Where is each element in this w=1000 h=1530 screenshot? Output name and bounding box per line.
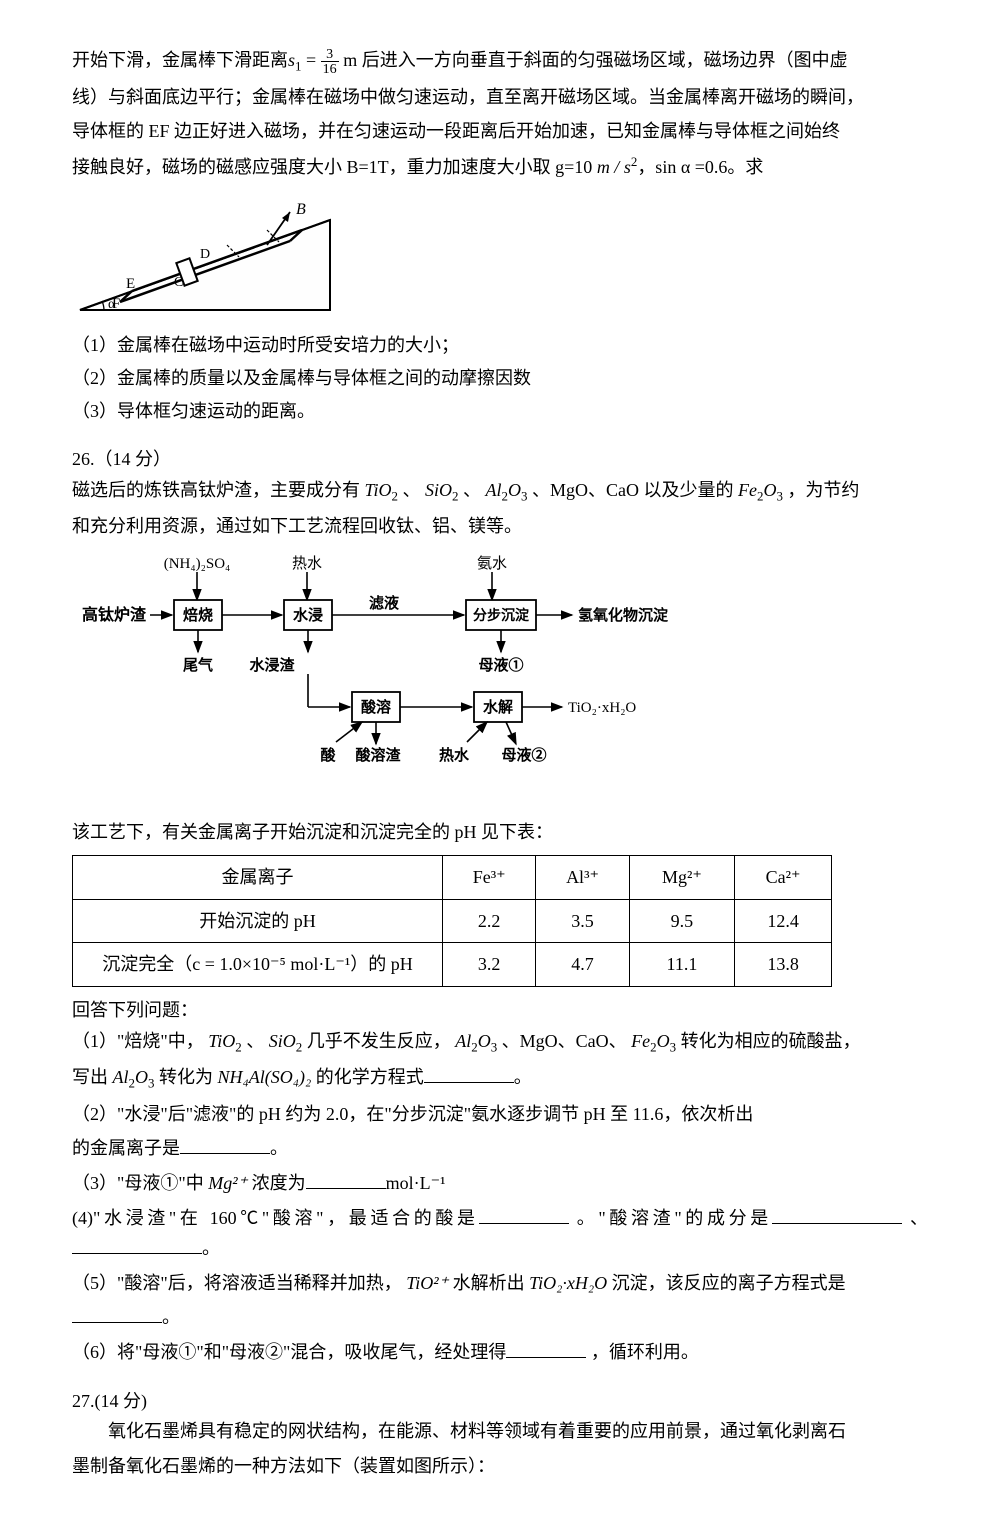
p26-intro: 磁选后的炼铁高钛炉渣，主要成分有 TiO2 、 SiO2 、 Al2O3 、Mg…	[72, 475, 928, 508]
p27-line1: 氧化石墨烯具有稳定的网状结构，在能源、材料等领域有着重要的应用前景，通过氧化剥离…	[72, 1416, 928, 1447]
p26-intro-line2: 和充分利用资源，通过如下工艺流程回收钛、铝、镁等。	[72, 511, 928, 542]
svg-text:酸: 酸	[320, 746, 336, 764]
blank-q5[interactable]	[72, 1304, 162, 1324]
p26-q2-line2: 的金属离子是。	[72, 1133, 928, 1164]
svg-text:高钛炉渣: 高钛炉渣	[82, 605, 147, 624]
p25-line3: 导体框的 EF 边正好进入磁场，并在匀速运动一段距离后开始加速，已知金属棒与导体…	[72, 116, 928, 147]
process-flowchart: (NH₄)₂SO₄ 热水 氨水 高钛炉渣 焙烧 水浸 滤液 分步沉淀 氢氧化物沉…	[72, 552, 928, 807]
r1-c4: 12.4	[735, 899, 832, 943]
p26-q5-line2: 。	[72, 1302, 928, 1333]
r1-label: 开始沉淀的 pH	[73, 899, 443, 943]
p25-line2: 线）与斜面底边平行；金属棒在磁场中做匀速运动，直至离开磁场区域。当金属棒离开磁场…	[72, 82, 928, 113]
label-D: D	[200, 247, 210, 262]
r2-c4: 13.8	[735, 943, 832, 987]
th-al: Al³⁺	[536, 856, 629, 900]
p26-q4: (4)"水浸渣"在 160℃"酸溶"，最适合的酸是 。"酸溶渣"的成分是 、。	[72, 1203, 928, 1264]
th-ion: 金属离子	[73, 856, 443, 900]
p26-q2: （2）"水浸"后"滤液"的 pH 约为 2.0，在"分步沉淀"氨水逐步调节 pH…	[72, 1099, 928, 1130]
r2-label: 沉淀完全（c = 1.0×10⁻⁵ mol·L⁻¹）的 pH	[73, 943, 443, 987]
svg-text:滤液: 滤液	[369, 594, 400, 612]
blank-q2[interactable]	[180, 1135, 270, 1155]
svg-text:母液②: 母液②	[501, 746, 546, 764]
table-intro: 该工艺下，有关金属离子开始沉淀和沉淀完全的 pH 见下表：	[72, 817, 928, 848]
th-mg: Mg²⁺	[629, 856, 734, 900]
p25-q1: （1）金属棒在磁场中运动时所受安培力的大小；	[72, 330, 928, 361]
p26-q6: （6）将"母液①"和"母液②"混合，吸收尾气，经处理得 ，循环利用。	[72, 1337, 928, 1368]
svg-text:尾气: 尾气	[183, 656, 213, 674]
blank-q4b[interactable]	[772, 1204, 902, 1224]
label-alpha: α	[108, 297, 116, 312]
svg-text:热水: 热水	[439, 746, 470, 764]
r1-c1: 2.2	[443, 899, 536, 943]
th-fe: Fe³⁺	[443, 856, 536, 900]
svg-text:氨水: 氨水	[477, 555, 507, 572]
blank-q4a[interactable]	[479, 1204, 569, 1224]
answer-heading: 回答下列问题：	[72, 995, 928, 1026]
r1-c3: 9.5	[629, 899, 734, 943]
p26-q1-line2: 写出 Al2O3 转化为 NH₄Al(SO₄)₂ 的化学方程式。	[72, 1062, 928, 1095]
blank-q3[interactable]	[306, 1169, 386, 1189]
p26-q5: （5）"酸溶"后，将溶液适当稀释并加热， TiO²⁺ 水解析出 TiO₂·xH₂…	[72, 1268, 928, 1299]
blank-q1[interactable]	[424, 1063, 514, 1083]
blank-q6[interactable]	[506, 1338, 586, 1358]
blank-q4c[interactable]	[72, 1234, 202, 1254]
svg-text:分步沉淀: 分步沉淀	[473, 607, 530, 624]
p26-q1: （1）"焙烧"中， TiO2 、 SiO2 几乎不发生反应， Al2O3 、Mg…	[72, 1026, 928, 1059]
p25-q3: （3）导体框匀速运动的距离。	[72, 396, 928, 427]
label-E: E	[126, 276, 135, 292]
p27-line2: 墨制备氧化石墨烯的一种方法如下（装置如图所示）：	[72, 1451, 928, 1482]
svg-text:水浸: 水浸	[293, 606, 323, 624]
p26-number: 26.（14 分）	[72, 444, 928, 475]
p26-q3: （3）"母液①"中 Mg²⁺ 浓度为mol·L⁻¹	[72, 1168, 928, 1199]
p25-line4: 接触良好，磁场的磁感应强度大小 B=1T，重力加速度大小取 g=10 m / s…	[72, 151, 928, 183]
p25-line1: 开始下滑，金属棒下滑距离s1 = 316 m 后进入一方向垂直于斜面的匀强磁场区…	[72, 45, 928, 78]
svg-text:(NH₄)₂SO₄: (NH₄)₂SO₄	[164, 556, 231, 572]
th-ca: Ca²⁺	[735, 856, 832, 900]
label-B: B	[296, 201, 306, 218]
r2-c1: 3.2	[443, 943, 536, 987]
label-C: C	[174, 275, 183, 290]
svg-text:母液①: 母液①	[478, 656, 523, 674]
svg-text:水浸渣: 水浸渣	[249, 656, 295, 674]
svg-text:水解: 水解	[483, 698, 513, 716]
svg-text:酸溶: 酸溶	[361, 698, 391, 716]
incline-diagram: E F C D B α	[72, 190, 928, 320]
r1-c2: 3.5	[536, 899, 629, 943]
svg-text:TiO₂·xH₂O: TiO₂·xH₂O	[568, 700, 636, 716]
p25-q2: （2）金属棒的质量以及金属棒与导体框之间的动摩擦因数	[72, 363, 928, 394]
svg-text:酸溶渣: 酸溶渣	[355, 746, 401, 764]
svg-text:焙烧: 焙烧	[183, 606, 213, 624]
ph-table: 金属离子 Fe³⁺ Al³⁺ Mg²⁺ Ca²⁺ 开始沉淀的 pH 2.2 3.…	[72, 855, 832, 987]
r2-c2: 4.7	[536, 943, 629, 987]
p27-number: 27.(14 分)	[72, 1386, 928, 1417]
svg-text:氢氧化物沉淀: 氢氧化物沉淀	[578, 606, 669, 624]
r2-c3: 11.1	[629, 943, 734, 987]
svg-text:热水: 热水	[292, 555, 322, 572]
